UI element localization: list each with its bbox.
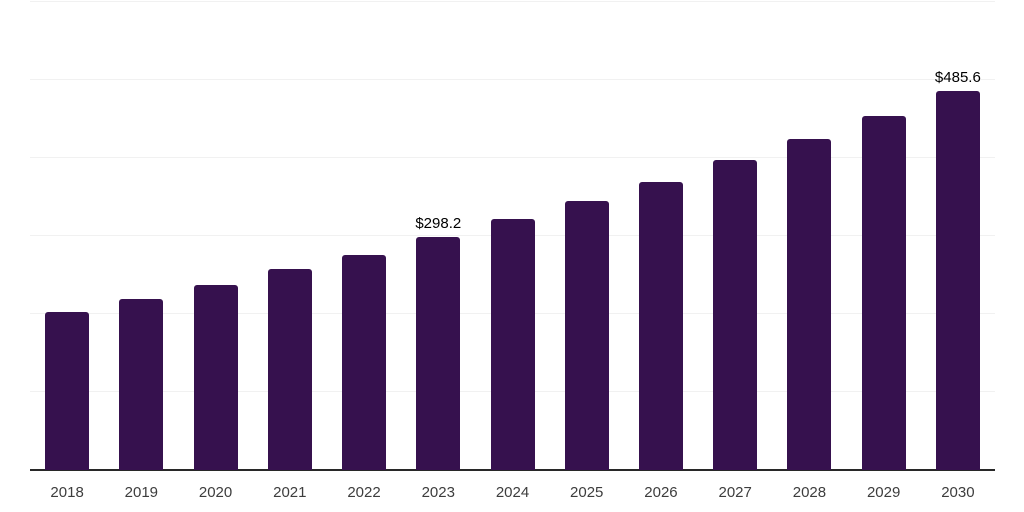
bar-2025: [564, 200, 609, 470]
x-tick-label-2021: 2021: [273, 484, 307, 501]
gridline: [30, 1, 995, 2]
x-tick-label-2020: 2020: [198, 484, 233, 501]
x-tick-label-2024: 2024: [495, 484, 530, 501]
bar-2023: [416, 237, 461, 470]
x-tick-label-2018: 2018: [50, 484, 84, 501]
bar-2018: [45, 311, 90, 470]
bar-2019: [119, 299, 164, 470]
x-axis-line: [30, 469, 995, 471]
x-tick-label-2026: 2026: [644, 484, 678, 501]
bar-2020: [193, 285, 238, 470]
x-tick-label-2023: 2023: [421, 484, 455, 501]
gridline: [30, 157, 995, 158]
x-tick-label-2030: 2030: [941, 484, 975, 501]
x-tick-label-2019: 2019: [124, 484, 159, 501]
bar-2027: [713, 159, 758, 470]
bar-value-label-2023: $298.2: [415, 215, 462, 233]
gridline: [30, 79, 995, 80]
bar-2026: [638, 181, 683, 470]
plot-area: $298.2 $485.6: [30, 1, 995, 471]
x-tick-label-2027: 2027: [718, 484, 752, 501]
bar-2022: [342, 255, 387, 470]
bar-2021: [267, 269, 312, 470]
bar-value-label-2030: $485.6: [934, 69, 981, 87]
x-tick-label-2022: 2022: [347, 484, 381, 501]
x-tick-label-2028: 2028: [792, 484, 827, 501]
bar-2028: [787, 138, 832, 470]
bar-2029: [861, 116, 906, 470]
bar-2030: [935, 91, 980, 470]
x-tick-label-2029: 2029: [866, 484, 901, 501]
x-tick-label-2025: 2025: [570, 484, 604, 501]
bar-2024: [490, 219, 535, 470]
